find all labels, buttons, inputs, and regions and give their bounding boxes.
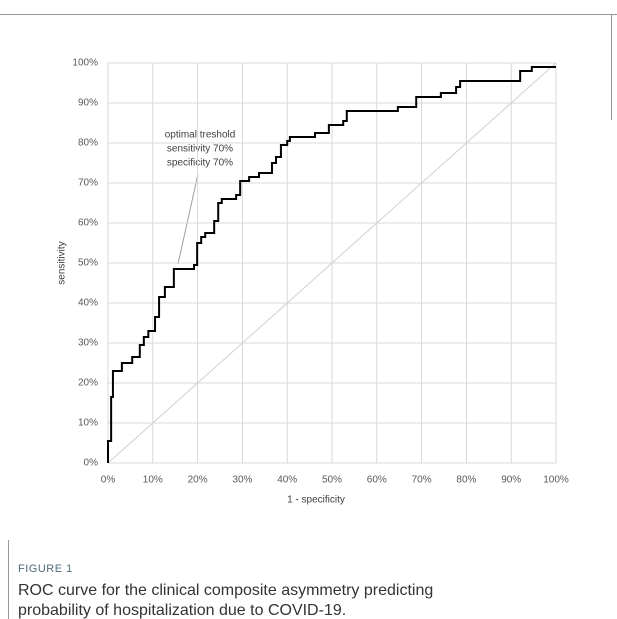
y-tick-label: 60% [78, 218, 98, 229]
roc-line [107, 66, 556, 463]
y-axis-label: sensitivity [57, 241, 68, 284]
x-tick-label: 100% [543, 475, 569, 486]
y-tick-label: 10% [78, 418, 98, 429]
annotation: optimal treshold [165, 130, 236, 141]
y-tick-label: 50% [78, 258, 98, 269]
roc-line [107, 62, 557, 464]
x-tick-label: 0% [101, 475, 116, 486]
x-tick-label: 20% [188, 475, 208, 486]
y-tick-label: 0% [84, 458, 99, 469]
y-tick-label: 40% [78, 298, 98, 309]
caption-line: ROC curve for the clinical composite asy… [18, 582, 433, 599]
y-tick-label: 100% [72, 58, 98, 69]
x-tick-label: 80% [456, 475, 476, 486]
x-tick-label: 40% [277, 475, 297, 486]
y-tick-label: 70% [78, 178, 98, 189]
x-tick-label: 50% [322, 475, 342, 486]
figure-label: FIGURE 1 [18, 563, 73, 575]
x-tick-label: 90% [501, 475, 521, 486]
y-tick-label: 90% [78, 98, 98, 109]
y-tick-label: 80% [78, 138, 98, 149]
x-tick-label: 70% [412, 475, 432, 486]
annotation-leader [177, 173, 199, 265]
x-tick-label: 60% [367, 475, 387, 486]
y-tick-label: 30% [78, 338, 98, 349]
x-tick-label: 30% [232, 475, 252, 486]
x-axis-label: 1 - specificity [287, 495, 345, 506]
caption-line: probability of hospitalization due to CO… [18, 602, 346, 619]
annotation: sensitivity 70% [167, 144, 233, 155]
y-tick-label: 20% [78, 378, 98, 389]
x-tick-label: 10% [143, 475, 163, 486]
annotation: specificity 70% [167, 158, 233, 169]
